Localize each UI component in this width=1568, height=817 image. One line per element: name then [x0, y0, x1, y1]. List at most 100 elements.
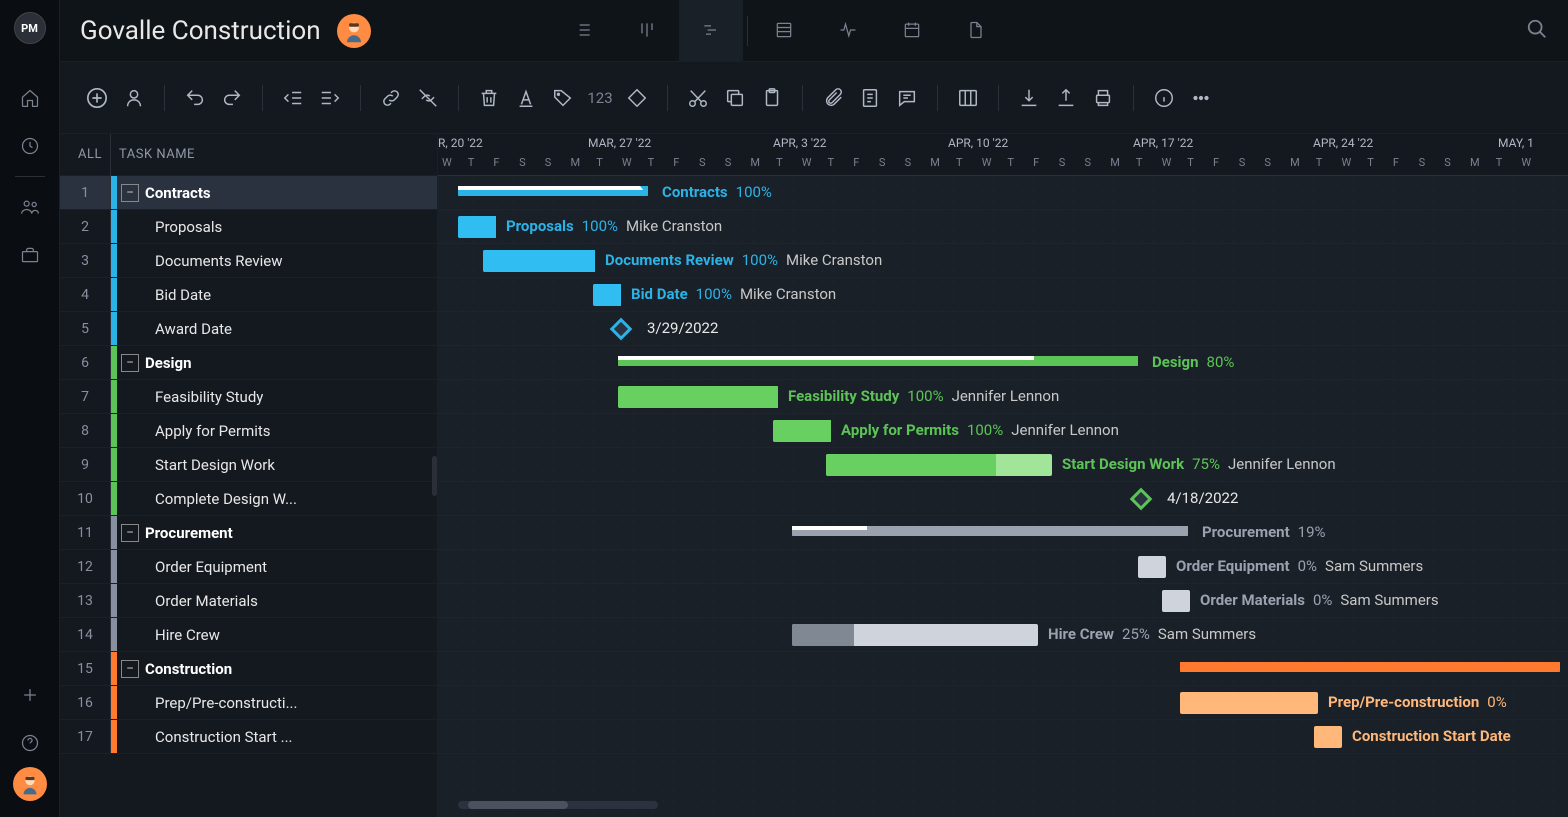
- task-row[interactable]: 5Award Date: [60, 312, 437, 346]
- redo-button[interactable]: [215, 81, 249, 115]
- gantt-task-bar[interactable]: [483, 250, 595, 272]
- print-button[interactable]: [1086, 81, 1120, 115]
- task-number: 10: [60, 491, 110, 507]
- file-view-tab[interactable]: [944, 0, 1008, 61]
- gantt-task-bar[interactable]: [792, 624, 1038, 646]
- timeline-day-label: S: [725, 156, 732, 169]
- gantt-bar-label: Start Design Work: [1062, 455, 1184, 473]
- paste-button[interactable]: [755, 81, 789, 115]
- task-row[interactable]: 3Documents Review: [60, 244, 437, 278]
- add-icon[interactable]: [0, 671, 60, 719]
- more-button[interactable]: [1184, 81, 1218, 115]
- link-button[interactable]: [374, 81, 408, 115]
- indent-button[interactable]: [313, 81, 347, 115]
- task-row[interactable]: 4Bid Date: [60, 278, 437, 312]
- gantt-summary-bar[interactable]: [458, 186, 648, 196]
- collapse-icon[interactable]: −: [121, 660, 139, 678]
- export-button[interactable]: [1049, 81, 1083, 115]
- gantt-task-bar[interactable]: [1138, 556, 1166, 578]
- milestone-button[interactable]: [620, 81, 654, 115]
- wbs-number-button[interactable]: 123: [583, 81, 617, 115]
- calendar-view-tab[interactable]: [880, 0, 944, 61]
- columns-button[interactable]: [951, 81, 985, 115]
- gantt-bar-pct: 0%: [1298, 557, 1317, 575]
- project-owner-avatar[interactable]: [337, 14, 371, 48]
- task-row[interactable]: 1−Contracts: [60, 176, 437, 210]
- gantt-summary-bar[interactable]: [618, 356, 1138, 366]
- clock-icon[interactable]: [0, 122, 60, 170]
- task-row[interactable]: 13Order Materials: [60, 584, 437, 618]
- task-row[interactable]: 16Prep/Pre-constructi...: [60, 686, 437, 720]
- panel-resize-handle[interactable]: [432, 456, 437, 496]
- task-row[interactable]: 7Feasibility Study: [60, 380, 437, 414]
- task-row[interactable]: 9Start Design Work: [60, 448, 437, 482]
- gantt-view-tab[interactable]: [679, 0, 743, 61]
- gantt-milestone[interactable]: [1130, 488, 1153, 511]
- column-header-name[interactable]: TASK NAME: [111, 147, 195, 162]
- gantt-task-bar[interactable]: [1314, 726, 1342, 748]
- text-style-button[interactable]: [509, 81, 543, 115]
- app-logo[interactable]: PM: [14, 12, 46, 44]
- people-icon[interactable]: [0, 183, 60, 231]
- user-avatar-rail[interactable]: [13, 767, 47, 801]
- task-row[interactable]: 12Order Equipment: [60, 550, 437, 584]
- tag-button[interactable]: [546, 81, 580, 115]
- activity-view-tab[interactable]: [816, 0, 880, 61]
- task-row[interactable]: 10 Complete Design W...: [60, 482, 437, 516]
- gantt-task-bar[interactable]: [1180, 692, 1318, 714]
- undo-button[interactable]: [178, 81, 212, 115]
- task-row[interactable]: 8Apply for Permits: [60, 414, 437, 448]
- task-row[interactable]: 17Construction Start ...: [60, 720, 437, 754]
- unlink-button[interactable]: [411, 81, 445, 115]
- task-row[interactable]: 11−Procurement: [60, 516, 437, 550]
- comment-button[interactable]: [890, 81, 924, 115]
- gantt-bar-pct: 100%: [582, 217, 618, 235]
- delete-button[interactable]: [472, 81, 506, 115]
- sheet-view-tab[interactable]: [752, 0, 816, 61]
- gantt-summary-bar[interactable]: [1180, 662, 1560, 672]
- collapse-icon[interactable]: −: [121, 524, 139, 542]
- collapse-icon[interactable]: −: [121, 184, 139, 202]
- gantt-task-bar[interactable]: [826, 454, 1052, 476]
- timeline-day-label: T: [1007, 156, 1014, 169]
- timeline-month-label: MAY, 1: [1498, 136, 1534, 150]
- collapse-icon[interactable]: −: [121, 354, 139, 372]
- assign-button[interactable]: [117, 81, 151, 115]
- gantt-task-bar[interactable]: [618, 386, 778, 408]
- help-icon[interactable]: [0, 719, 60, 767]
- search-icon[interactable]: [1526, 18, 1548, 44]
- gantt-horizontal-scrollbar[interactable]: [458, 801, 658, 809]
- column-header-all[interactable]: ALL: [60, 147, 110, 162]
- task-row[interactable]: 14Hire Crew: [60, 618, 437, 652]
- import-button[interactable]: [1012, 81, 1046, 115]
- board-view-tab[interactable]: [615, 0, 679, 61]
- gantt-task-bar[interactable]: [593, 284, 621, 306]
- gantt-timeline[interactable]: R, 20 '22MAR, 27 '22APR, 3 '22APR, 10 '2…: [438, 134, 1568, 176]
- task-row[interactable]: 6−Design: [60, 346, 437, 380]
- gantt-summary-bar[interactable]: [792, 526, 1188, 536]
- gantt-task-bar[interactable]: [458, 216, 496, 238]
- gantt-row: Order Equipment0%Sam Summers: [438, 550, 1568, 584]
- copy-button[interactable]: [718, 81, 752, 115]
- task-color-indicator: [111, 448, 117, 481]
- scrollbar-thumb[interactable]: [468, 801, 568, 809]
- outdent-button[interactable]: [276, 81, 310, 115]
- view-tabs: [551, 0, 1008, 61]
- task-row[interactable]: 15−Construction: [60, 652, 437, 686]
- gantt-task-bar[interactable]: [773, 420, 831, 442]
- task-row[interactable]: 2Proposals: [60, 210, 437, 244]
- task-name: Complete Design W...: [155, 490, 297, 508]
- notes-button[interactable]: [853, 81, 887, 115]
- gantt-milestone[interactable]: [610, 318, 633, 341]
- cut-button[interactable]: [681, 81, 715, 115]
- timeline-day-label: M: [1470, 156, 1480, 169]
- info-button[interactable]: [1147, 81, 1181, 115]
- gantt-task-bar[interactable]: [1162, 590, 1190, 612]
- add-task-button[interactable]: [80, 81, 114, 115]
- briefcase-icon[interactable]: [0, 231, 60, 279]
- timeline-day-label: W: [442, 156, 452, 169]
- attachment-button[interactable]: [816, 81, 850, 115]
- list-view-tab[interactable]: [551, 0, 615, 61]
- home-icon[interactable]: [0, 74, 60, 122]
- gantt-bar-assignee: Mike Cranston: [626, 217, 722, 235]
